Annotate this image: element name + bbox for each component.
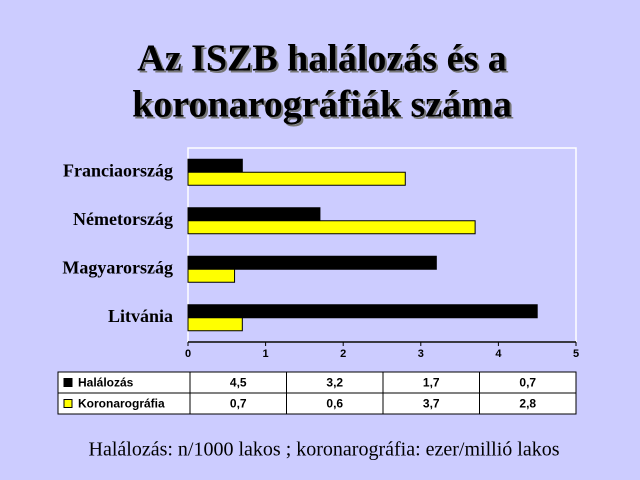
legend-label: Koronarográfia [78,397,165,411]
table-cell: 3,7 [423,397,440,411]
x-tick-label: 2 [340,348,346,360]
bar [187,158,243,173]
legend-key [63,399,73,408]
x-tick-label: 0 [185,348,191,360]
table-cell: 1,7 [423,376,440,390]
x-tick-label: 3 [418,348,424,360]
y-tick-label: Litvánia [108,306,173,326]
table-cell: 3,2 [326,376,343,390]
title-shadow: koronarográfiák száma [134,86,514,128]
table-cell: 0,7 [519,376,536,390]
title-shadow: Az ISZB halálozás és a [139,40,508,82]
bar [187,171,406,186]
y-tick-label: Magyarország [62,257,173,277]
bar [187,304,538,319]
table-cell: 2,8 [519,397,536,411]
table-cell: 0,7 [230,397,247,411]
bar [187,207,321,222]
x-tick-label: 1 [263,348,269,360]
chart-title: koronarográfiák száma [132,84,512,126]
bar [187,255,437,270]
bar [187,220,476,235]
y-tick-label: Franciaország [63,160,173,180]
y-tick-label: Németország [73,209,173,229]
table-cell: 4,5 [230,376,247,390]
x-tick-label: 4 [495,348,502,360]
bar [187,268,236,283]
x-tick-label: 5 [573,348,579,360]
note: Halálozás: n/1000 lakos ; koronarográfia… [89,439,560,461]
legend-key [63,378,73,387]
table-cell: 0,6 [326,397,343,411]
legend-label: Halálozás [78,376,134,390]
chart-title: Az ISZB halálozás és a [137,38,506,80]
bar [187,317,243,332]
